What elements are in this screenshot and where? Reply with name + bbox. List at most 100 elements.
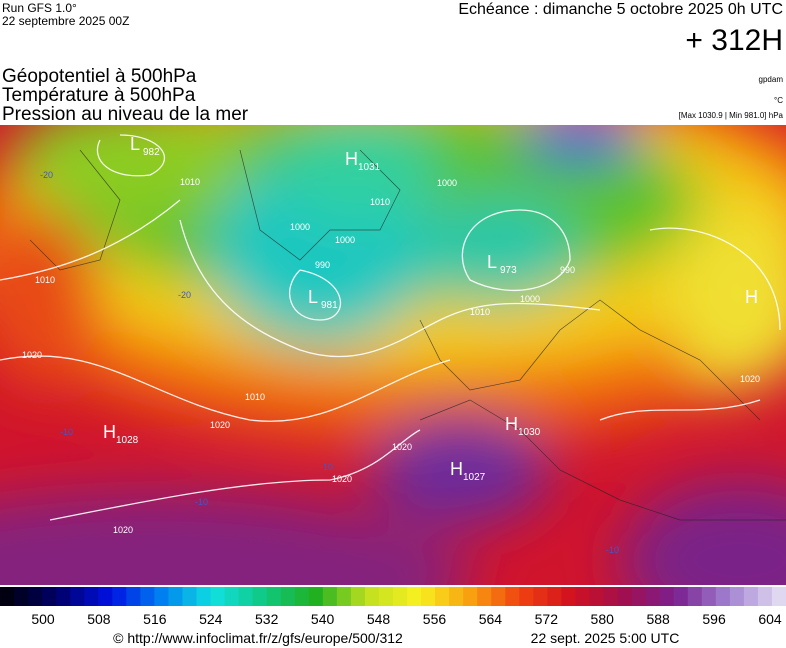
valid-time: Echéance : dimanche 5 octobre 2025 0h UT… xyxy=(458,1,783,18)
colorbar-swatch xyxy=(364,587,380,606)
temperature-label: -20 xyxy=(40,170,53,180)
isobar-label: 1010 xyxy=(35,275,55,285)
colorbar-swatch xyxy=(308,587,324,606)
isobar-label: 1000 xyxy=(437,178,457,188)
colorbar-swatch xyxy=(491,587,506,606)
colorbar-swatch xyxy=(28,587,43,606)
field: Pression au niveau de la mer xyxy=(2,104,249,125)
colorbar-tick-label: 540 xyxy=(311,611,335,627)
center-value: 982 xyxy=(143,147,160,158)
pressure-range: [Max 1030.9 | Min 981.0] hPa xyxy=(679,111,784,120)
colorbar-tick-label: 588 xyxy=(646,611,670,627)
colorbar-tick-label: 556 xyxy=(423,611,447,627)
colorbar-tick-label: 572 xyxy=(535,611,559,627)
center-letter: L xyxy=(487,252,497,272)
colorbar-swatch xyxy=(378,587,394,606)
colorbar-swatch xyxy=(98,587,113,606)
generated: 22 sept. 2025 5:00 UTC xyxy=(531,630,680,646)
center-value: 1030 xyxy=(518,427,541,438)
colorbar-swatch xyxy=(617,587,633,606)
colorbar-swatch xyxy=(589,587,605,606)
colorbar-swatch xyxy=(154,587,169,606)
isobar-label: 1010 xyxy=(370,197,390,207)
colorbar-swatch xyxy=(771,587,786,606)
colorbar-swatch xyxy=(547,587,562,606)
center-letter: L xyxy=(130,134,140,154)
center-value: 973 xyxy=(500,265,517,276)
colorbar-swatch xyxy=(238,587,254,606)
colorbar-swatch xyxy=(519,587,534,606)
colorbar-swatch xyxy=(196,587,212,606)
isobar-label: 1020 xyxy=(332,474,352,484)
center-letter: H xyxy=(450,459,463,479)
colorbar-swatch xyxy=(56,587,71,606)
isobar-label: 1010 xyxy=(180,177,200,187)
colorbar-swatch xyxy=(729,587,745,606)
isobar-label: 1020 xyxy=(113,525,133,535)
colorbar-tick-label: 532 xyxy=(255,611,279,627)
center-letter: H xyxy=(505,414,518,434)
field: Géopotentiel à 500hPa xyxy=(2,66,197,87)
colorbar-swatch xyxy=(168,587,183,606)
isobar-label: 1010 xyxy=(470,307,490,317)
isobar-label: 990 xyxy=(560,265,575,275)
colorbar-swatch xyxy=(743,587,759,606)
colorbar-swatch xyxy=(603,587,619,606)
colorbar-tick-label: 604 xyxy=(758,611,782,627)
colorbar-swatch xyxy=(463,587,478,606)
lead-time: + 312H xyxy=(685,24,783,57)
colorbar-swatch xyxy=(631,587,647,606)
isobar-label: 1020 xyxy=(740,374,760,384)
isobar-label: 1010 xyxy=(245,392,265,402)
colorbar-swatch xyxy=(645,587,661,606)
map xyxy=(0,125,786,585)
colorbar-swatch xyxy=(350,587,366,606)
colorbar-swatch xyxy=(0,587,15,606)
center-letter: H xyxy=(745,287,758,307)
run-date: 22 septembre 2025 00Z xyxy=(2,14,129,28)
temperature-label: -10 xyxy=(60,427,73,437)
colorbar-swatch xyxy=(294,587,310,606)
colorbar-swatch xyxy=(42,587,57,606)
colorbar-swatch xyxy=(449,587,464,606)
colorbar-swatch xyxy=(659,587,675,606)
isobar-label: 1000 xyxy=(520,294,540,304)
isobar-label: 1000 xyxy=(335,235,355,245)
colorbar-swatch xyxy=(140,587,155,606)
center-value: 1027 xyxy=(463,472,486,483)
colorbar-swatch xyxy=(84,587,99,606)
colorbar-swatch xyxy=(322,587,338,606)
colorbar-swatch xyxy=(252,587,268,606)
temperature-label: -20 xyxy=(178,290,191,300)
colorbar-swatch xyxy=(280,587,296,606)
colorbar-swatch xyxy=(421,587,436,606)
colorbar-tick-label: 564 xyxy=(479,611,503,627)
colorbar-tick-label: 524 xyxy=(199,611,223,627)
center-value: 1031 xyxy=(358,162,381,173)
colorbar-swatch xyxy=(210,587,226,606)
colorbar-swatch xyxy=(533,587,548,606)
isobar-label: 1020 xyxy=(210,420,230,430)
colorbar-swatch xyxy=(561,587,576,606)
center-value: 981 xyxy=(321,300,338,311)
center-letter: L xyxy=(308,287,318,307)
colorbar-swatch xyxy=(435,587,450,606)
field: Température à 500hPa xyxy=(2,85,196,106)
colorbar-swatch xyxy=(266,587,282,606)
colorbar-swatch xyxy=(757,587,773,606)
temperature-label: -10 xyxy=(320,462,333,472)
colorbar-swatch xyxy=(505,587,520,606)
temperature-label: -10 xyxy=(195,497,208,507)
isobar-label: 1020 xyxy=(22,350,42,360)
colorbar-tick-label: 548 xyxy=(367,611,391,627)
run: Run GFS 1.0° xyxy=(2,1,77,15)
colorbar-swatch xyxy=(575,587,590,606)
colorbar-swatch xyxy=(182,587,197,606)
colorbar-swatch xyxy=(715,587,731,606)
isobar-label: 1020 xyxy=(392,442,412,452)
colorbar-swatch xyxy=(14,587,29,606)
colorbar-tick-label: 508 xyxy=(87,611,111,627)
isobar-label: 990 xyxy=(315,260,330,270)
unit: gpdam xyxy=(759,75,784,84)
center-value: 1028 xyxy=(116,435,139,446)
